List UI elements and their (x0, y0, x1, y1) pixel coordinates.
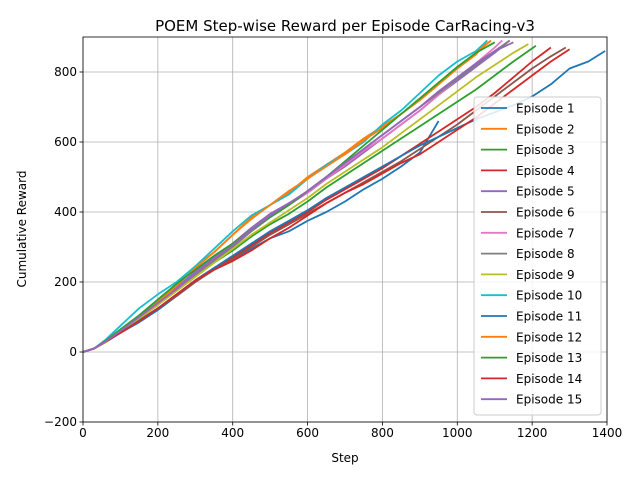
y-tick-label: 400 (54, 205, 77, 219)
y-tick-label: 200 (54, 275, 77, 289)
x-tick-label: 400 (221, 426, 244, 440)
x-tick-label: 800 (371, 426, 394, 440)
legend-label: Episode 6 (516, 206, 575, 220)
axis-ticks: 0 200 400 600 800 1000 1200 1400−20002004006008… (44, 65, 622, 440)
x-axis-label: Step (331, 451, 358, 465)
x-tick-label: 1000 (442, 426, 473, 440)
x-tick-label: 1400 (592, 426, 623, 440)
legend-label: Episode 15 (516, 393, 582, 407)
y-tick-label: 600 (54, 135, 77, 149)
legend-label: Episode 11 (516, 310, 582, 324)
y-tick-label: 0 (69, 345, 77, 359)
y-axis-label: Cumulative Reward (15, 171, 29, 288)
series-line-episode-13 (83, 41, 496, 353)
legend-label: Episode 12 (516, 330, 582, 344)
legend-label: Episode 5 (516, 185, 575, 199)
chart-title: POEM Step-wise Reward per Episode CarRac… (155, 17, 535, 35)
legend-label: Episode 2 (516, 122, 575, 136)
x-tick-label: 1200 (517, 426, 548, 440)
legend: Episode 1 Episode 2 Episode 3 Episode 4 Epis… (473, 96, 602, 416)
y-tick-label: 800 (54, 65, 77, 79)
legend-label: Episode 7 (516, 226, 575, 240)
legend-label: Episode 9 (516, 268, 575, 282)
legend-label: Episode 8 (516, 247, 575, 261)
x-tick-label: 600 (296, 426, 319, 440)
legend-label: Episode 3 (516, 143, 575, 157)
legend-label: Episode 4 (516, 164, 575, 178)
series-line-episode-9 (83, 43, 529, 353)
plot-frame (82, 36, 608, 423)
x-tick-label: 0 (79, 426, 87, 440)
series-line-episode-15 (83, 41, 514, 353)
x-tick-label: 200 (146, 426, 169, 440)
y-tick-label: −200 (44, 415, 77, 429)
legend-label: Episode 10 (516, 289, 582, 303)
legend-box (473, 96, 602, 416)
legend-label: Episode 13 (516, 351, 582, 365)
legend-label: Episode 14 (516, 372, 582, 386)
series-line-episode-10 (83, 39, 488, 353)
legend-label: Episode 1 (516, 102, 575, 116)
